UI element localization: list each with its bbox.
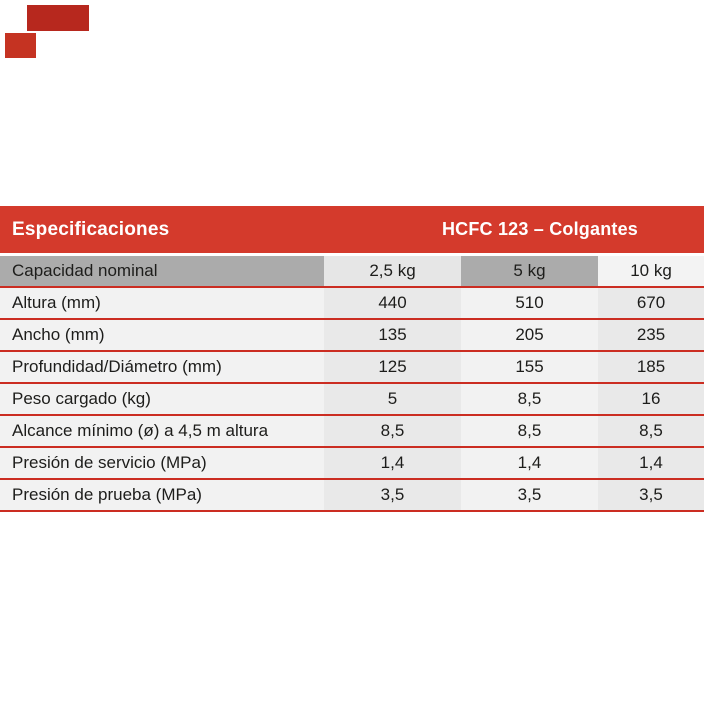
table-row-alcance-minimo: Alcance mínimo (ø) a 4,5 m altura 8,5 8,… xyxy=(0,416,704,448)
row-label: Alcance mínimo (ø) a 4,5 m altura xyxy=(0,416,324,446)
column-header-10kg: 10 kg xyxy=(598,256,704,286)
row-label: Peso cargado (kg) xyxy=(0,384,324,414)
table-row-peso-cargado: Peso cargado (kg) 5 8,5 16 xyxy=(0,384,704,416)
cell-value: 510 xyxy=(461,288,598,318)
cell-value: 3,5 xyxy=(324,480,461,510)
cell-value: 3,5 xyxy=(461,480,598,510)
row-label: Altura (mm) xyxy=(0,288,324,318)
table-row-capacity: Capacidad nominal 2,5 kg 5 kg 10 kg xyxy=(0,256,704,288)
row-label: Profundidad/Diámetro (mm) xyxy=(0,352,324,382)
cell-value: 8,5 xyxy=(461,416,598,446)
red-mark-top xyxy=(27,5,89,31)
cell-value: 16 xyxy=(598,384,704,414)
table-row-presion-prueba: Presión de prueba (MPa) 3,5 3,5 3,5 xyxy=(0,480,704,512)
cell-value: 1,4 xyxy=(598,448,704,478)
table-title-bar: Especificaciones HCFC 123 – Colgantes xyxy=(0,206,704,253)
red-mark-left xyxy=(5,33,36,58)
cell-value: 125 xyxy=(324,352,461,382)
cell-value: 205 xyxy=(461,320,598,350)
column-header-2-5kg: 2,5 kg xyxy=(324,256,461,286)
cell-value: 8,5 xyxy=(598,416,704,446)
table-row-presion-servicio: Presión de servicio (MPa) 1,4 1,4 1,4 xyxy=(0,448,704,480)
cell-value: 1,4 xyxy=(461,448,598,478)
table-row-ancho: Ancho (mm) 135 205 235 xyxy=(0,320,704,352)
column-header-5kg: 5 kg xyxy=(461,256,598,286)
cell-value: 3,5 xyxy=(598,480,704,510)
row-label: Presión de prueba (MPa) xyxy=(0,480,324,510)
product-series-title: HCFC 123 – Colgantes xyxy=(441,219,639,239)
row-label-capacity: Capacidad nominal xyxy=(0,256,324,286)
cell-value: 8,5 xyxy=(324,416,461,446)
cell-value: 670 xyxy=(598,288,704,318)
specifications-table: Especificaciones HCFC 123 – Colgantes Ca… xyxy=(0,206,704,512)
cell-value: 5 xyxy=(324,384,461,414)
cell-value: 135 xyxy=(324,320,461,350)
row-label: Ancho (mm) xyxy=(0,320,324,350)
cell-value: 440 xyxy=(324,288,461,318)
cell-value: 185 xyxy=(598,352,704,382)
table-title: Especificaciones xyxy=(12,218,170,240)
cell-value: 8,5 xyxy=(461,384,598,414)
cell-value: 1,4 xyxy=(324,448,461,478)
table-row-altura: Altura (mm) 440 510 670 xyxy=(0,288,704,320)
table-row-profundidad: Profundidad/Diámetro (mm) 125 155 185 xyxy=(0,352,704,384)
cell-value: 235 xyxy=(598,320,704,350)
cell-value: 155 xyxy=(461,352,598,382)
row-label: Presión de servicio (MPa) xyxy=(0,448,324,478)
